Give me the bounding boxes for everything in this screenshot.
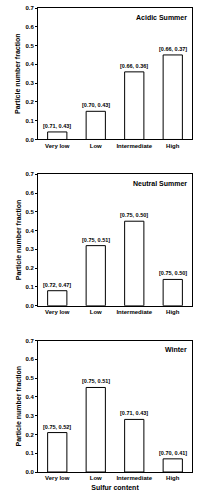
- svg-text:Low: Low: [90, 475, 102, 481]
- svg-text:Intermediate: Intermediate: [116, 143, 152, 149]
- svg-text:Sulfur content: Sulfur content: [91, 484, 139, 491]
- svg-text:[0.71, 0.43]: [0.71, 0.43]: [43, 123, 71, 129]
- svg-text:0.1: 0.1: [25, 284, 34, 290]
- svg-text:Winter: Winter: [165, 346, 187, 353]
- svg-text:High: High: [166, 309, 180, 315]
- svg-text:0.1: 0.1: [25, 118, 34, 124]
- svg-text:High: High: [166, 475, 180, 481]
- svg-text:[0.72, 0.47]: [0.72, 0.47]: [43, 282, 71, 288]
- svg-text:0.7: 0.7: [25, 338, 34, 344]
- svg-text:[0.66, 0.37]: [0.66, 0.37]: [159, 46, 187, 52]
- svg-text:0.2: 0.2: [25, 265, 34, 271]
- svg-text:[0.75, 0.50]: [0.75, 0.50]: [120, 212, 148, 218]
- svg-text:[0.71, 0.43]: [0.71, 0.43]: [120, 410, 148, 416]
- svg-text:Neutral Summer: Neutral Summer: [133, 180, 187, 187]
- svg-text:0.3: 0.3: [25, 80, 34, 86]
- svg-text:[0.70, 0.43]: [0.70, 0.43]: [82, 102, 110, 108]
- svg-text:0.4: 0.4: [25, 394, 34, 400]
- svg-text:0.0: 0.0: [25, 137, 34, 143]
- svg-text:[0.75, 0.50]: [0.75, 0.50]: [159, 270, 187, 276]
- svg-text:0.6: 0.6: [25, 356, 34, 362]
- svg-text:Intermediate: Intermediate: [116, 475, 152, 481]
- svg-text:0.6: 0.6: [25, 190, 34, 196]
- svg-text:0.5: 0.5: [25, 43, 34, 49]
- svg-text:Very low: Very low: [45, 475, 70, 481]
- svg-text:Acidic Summer: Acidic Summer: [136, 14, 187, 21]
- svg-text:0.2: 0.2: [25, 99, 34, 105]
- svg-text:0.0: 0.0: [25, 303, 34, 309]
- svg-text:Low: Low: [90, 143, 102, 149]
- svg-text:0.7: 0.7: [25, 5, 34, 11]
- svg-text:Particle number fraction: Particle number fraction: [15, 200, 22, 281]
- svg-text:Particle number fraction: Particle number fraction: [15, 33, 22, 114]
- svg-text:0.5: 0.5: [25, 375, 34, 381]
- svg-text:0.6: 0.6: [25, 24, 34, 30]
- svg-text:0.5: 0.5: [25, 209, 34, 215]
- svg-text:Very low: Very low: [45, 143, 70, 149]
- svg-text:[0.75, 0.52]: [0.75, 0.52]: [43, 424, 71, 430]
- svg-text:Very low: Very low: [45, 309, 70, 315]
- svg-text:Low: Low: [90, 309, 102, 315]
- svg-text:[0.66, 0.36]: [0.66, 0.36]: [120, 63, 148, 69]
- svg-text:0.4: 0.4: [25, 61, 34, 67]
- svg-text:0.2: 0.2: [25, 432, 34, 438]
- svg-text:[0.75, 0.51]: [0.75, 0.51]: [82, 378, 110, 384]
- svg-text:0.1: 0.1: [25, 450, 34, 456]
- svg-text:0.0: 0.0: [25, 469, 34, 475]
- svg-text:0.4: 0.4: [25, 228, 34, 234]
- svg-text:[0.70, 0.41]: [0.70, 0.41]: [159, 450, 187, 456]
- svg-text:[0.75, 0.51]: [0.75, 0.51]: [82, 237, 110, 243]
- svg-text:Intermediate: Intermediate: [116, 309, 152, 315]
- svg-text:Particle number fraction: Particle number fraction: [15, 366, 22, 447]
- svg-text:High: High: [166, 143, 180, 149]
- svg-text:0.3: 0.3: [25, 413, 34, 419]
- svg-text:0.3: 0.3: [25, 246, 34, 252]
- svg-text:0.7: 0.7: [25, 171, 34, 177]
